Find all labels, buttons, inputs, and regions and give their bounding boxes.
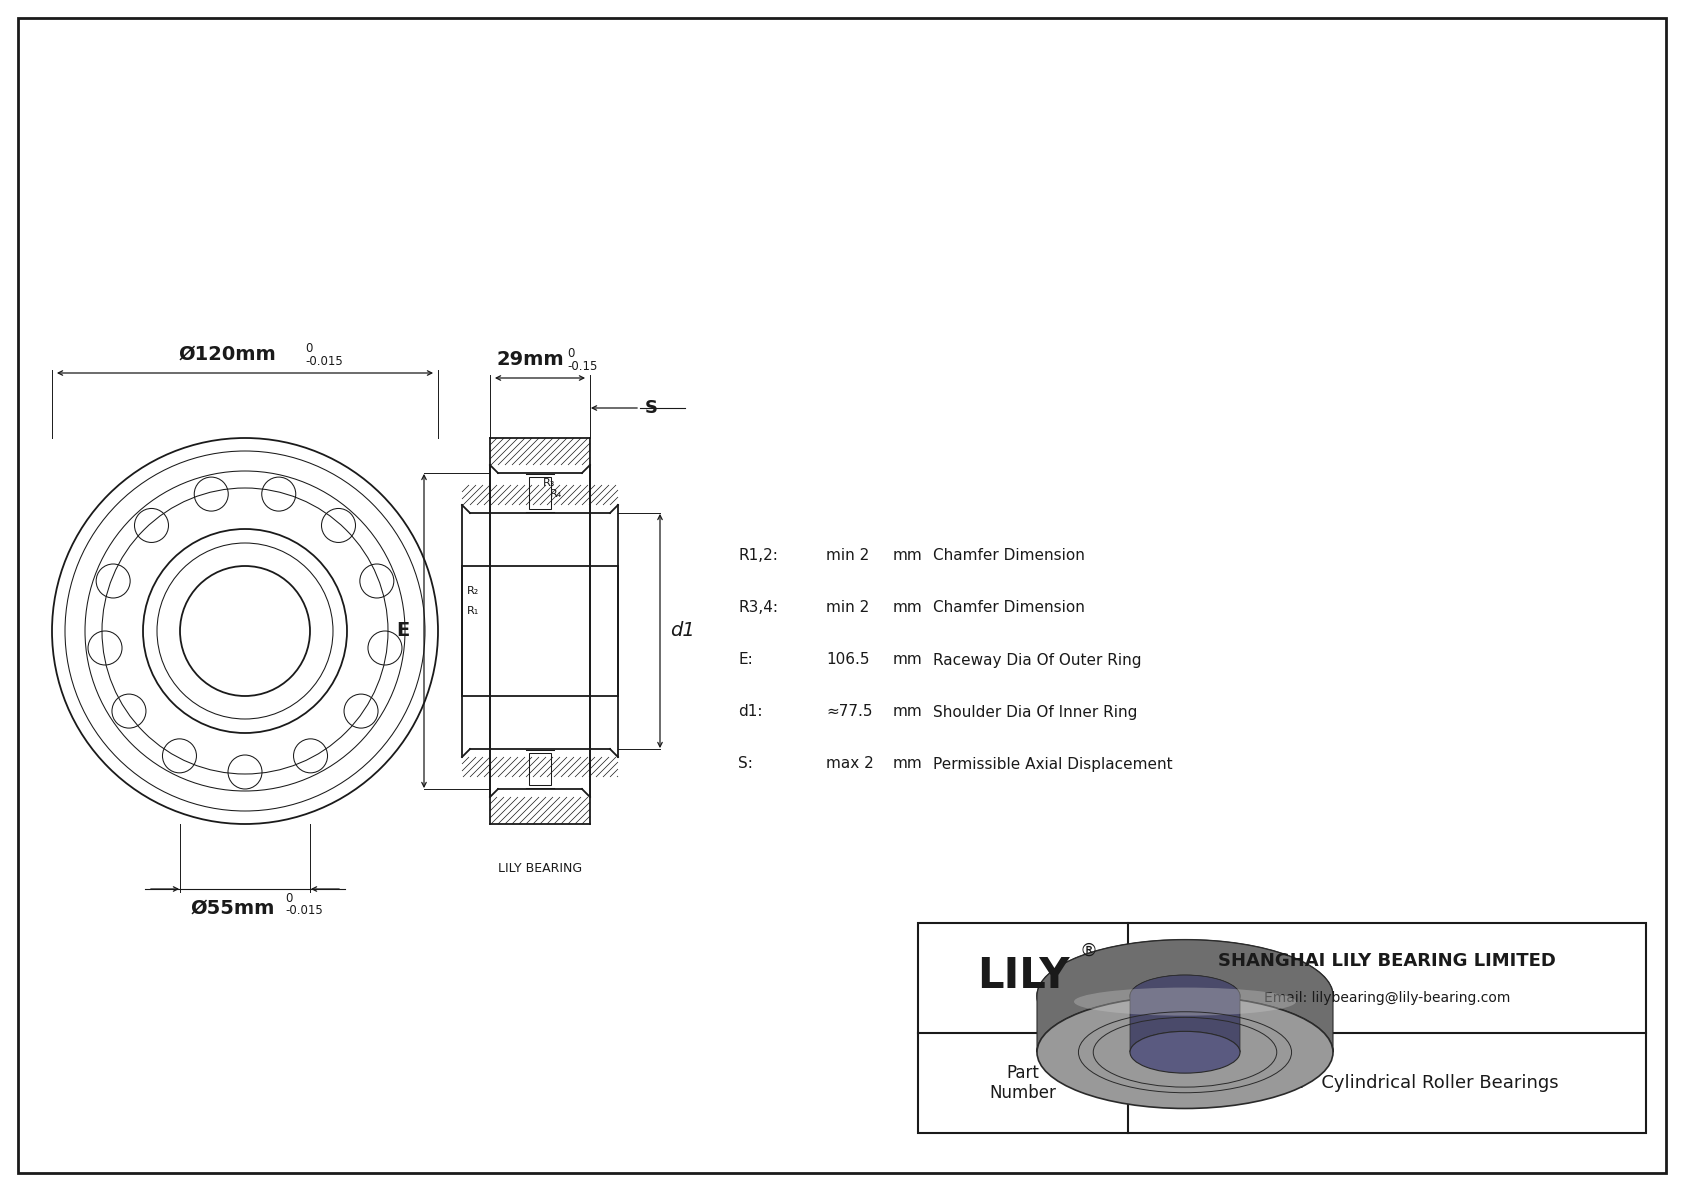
Text: d1: d1 bbox=[670, 622, 695, 641]
Text: mm: mm bbox=[893, 653, 923, 667]
Bar bbox=[529, 753, 551, 785]
Text: mm: mm bbox=[893, 549, 923, 563]
Text: 0: 0 bbox=[568, 347, 574, 360]
Text: Chamfer Dimension: Chamfer Dimension bbox=[933, 600, 1084, 616]
Ellipse shape bbox=[1037, 940, 1334, 1052]
Text: -0.15: -0.15 bbox=[568, 360, 598, 373]
Text: Ø120mm: Ø120mm bbox=[179, 345, 276, 364]
Text: mm: mm bbox=[893, 756, 923, 772]
Text: ≈77.5: ≈77.5 bbox=[825, 705, 872, 719]
Text: S:: S: bbox=[738, 756, 753, 772]
Bar bbox=[529, 478, 551, 509]
Text: Chamfer Dimension: Chamfer Dimension bbox=[933, 549, 1084, 563]
Text: E:: E: bbox=[738, 653, 753, 667]
Ellipse shape bbox=[1130, 975, 1239, 1017]
Text: d1:: d1: bbox=[738, 705, 763, 719]
Ellipse shape bbox=[1074, 987, 1297, 1016]
Ellipse shape bbox=[1130, 1031, 1239, 1073]
Text: ®: ® bbox=[1079, 942, 1096, 960]
Text: LILY BEARING: LILY BEARING bbox=[498, 862, 583, 875]
Polygon shape bbox=[1130, 975, 1239, 1052]
Text: N 311 ECP  Cylindrical Roller Bearings: N 311 ECP Cylindrical Roller Bearings bbox=[1216, 1074, 1558, 1092]
Text: R1,2:: R1,2: bbox=[738, 549, 778, 563]
Text: Shoulder Dia Of Inner Ring: Shoulder Dia Of Inner Ring bbox=[933, 705, 1137, 719]
Bar bbox=[918, 923, 1645, 1133]
Text: 0: 0 bbox=[285, 892, 293, 905]
Text: mm: mm bbox=[893, 600, 923, 616]
Text: E: E bbox=[396, 622, 409, 641]
Text: Part
Number: Part Number bbox=[990, 1064, 1056, 1103]
Text: -0.015: -0.015 bbox=[285, 904, 323, 917]
Text: R₄: R₄ bbox=[551, 490, 562, 499]
Text: S: S bbox=[645, 399, 658, 417]
Text: Raceway Dia Of Outer Ring: Raceway Dia Of Outer Ring bbox=[933, 653, 1142, 667]
Text: 106.5: 106.5 bbox=[825, 653, 869, 667]
Text: LILY: LILY bbox=[977, 955, 1069, 997]
Text: max 2: max 2 bbox=[825, 756, 874, 772]
Text: SHANGHAI LILY BEARING LIMITED: SHANGHAI LILY BEARING LIMITED bbox=[1218, 953, 1556, 971]
Text: R₂: R₂ bbox=[466, 586, 480, 596]
Text: R₁: R₁ bbox=[466, 606, 480, 616]
Text: -0.015: -0.015 bbox=[305, 355, 344, 368]
Text: 0: 0 bbox=[305, 342, 312, 355]
Text: min 2: min 2 bbox=[825, 549, 869, 563]
Text: Ø55mm: Ø55mm bbox=[190, 899, 274, 918]
Text: R₃: R₃ bbox=[542, 478, 556, 488]
Text: 29mm: 29mm bbox=[497, 350, 564, 369]
Text: mm: mm bbox=[893, 705, 923, 719]
Ellipse shape bbox=[1037, 996, 1334, 1109]
Text: Email: lilybearing@lily-bearing.com: Email: lilybearing@lily-bearing.com bbox=[1263, 991, 1511, 1005]
Polygon shape bbox=[1037, 940, 1334, 1052]
Text: min 2: min 2 bbox=[825, 600, 869, 616]
Text: R3,4:: R3,4: bbox=[738, 600, 778, 616]
Text: Permissible Axial Displacement: Permissible Axial Displacement bbox=[933, 756, 1172, 772]
